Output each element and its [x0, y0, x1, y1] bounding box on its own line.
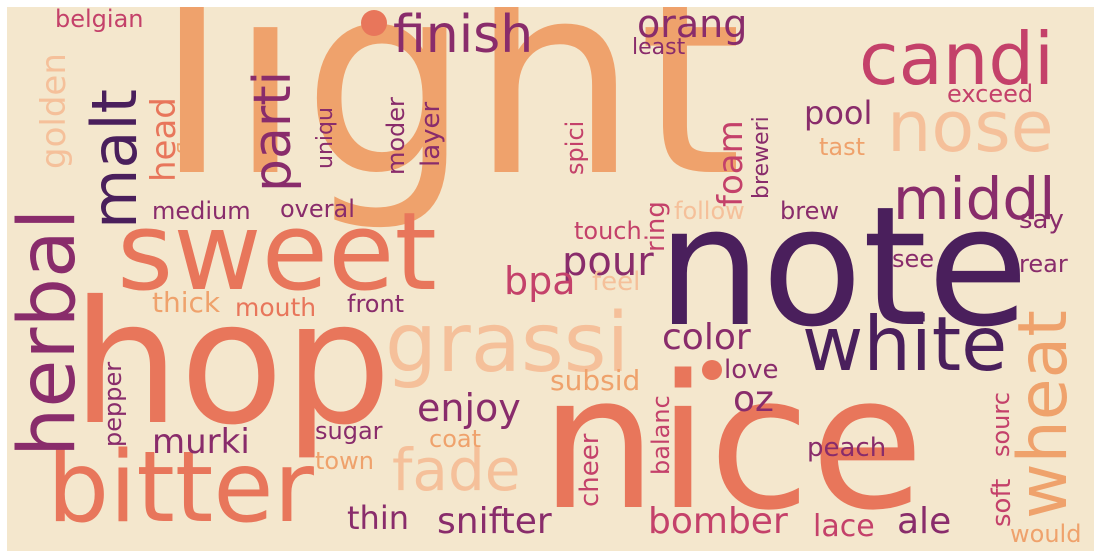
word-thin: thin [347, 499, 409, 537]
word-ale: ale [897, 501, 952, 542]
word-wheat: wheat [1004, 310, 1083, 519]
word-golden: golden [34, 53, 74, 169]
word-follow: follow [674, 197, 745, 225]
word-layer: layer [416, 101, 446, 167]
word-fade: fade [392, 436, 521, 504]
word-note: note [657, 171, 1029, 363]
word-color: color [662, 317, 751, 358]
word-cheer: cheer [575, 433, 605, 507]
word-would: would [1010, 520, 1082, 548]
word-bpa: bpa [504, 259, 576, 303]
word-cloud: light note hop nice sweet bitter grassi … [7, 7, 1094, 551]
word-oz: oz [733, 379, 774, 420]
word-snifter: snifter [437, 501, 552, 542]
word-flavor: flavor [175, 92, 200, 155]
word-ring: ring [641, 201, 671, 252]
word-thick: thick [152, 286, 221, 319]
word-balanc: balanc [647, 395, 675, 475]
word-hop: hop [72, 265, 392, 463]
word-touch: touch [574, 217, 642, 245]
word-pool: pool [804, 94, 873, 132]
word-orang: orang [637, 7, 748, 46]
word-middl: middl [893, 165, 1056, 233]
word-see: see [892, 245, 935, 273]
word-bitter: bitter [47, 431, 314, 545]
word-peach: peach [807, 433, 887, 463]
dot-middle [702, 360, 722, 380]
word-pepper: pepper [99, 361, 127, 447]
word-candi: candi [859, 17, 1055, 101]
word-say: say [1019, 205, 1064, 235]
word-pour: pour [562, 239, 654, 285]
word-feel: feel [592, 267, 641, 297]
dot-top [361, 10, 387, 36]
word-love: love [724, 355, 779, 385]
word-white: white [802, 300, 1008, 388]
word-sweet: sweet [117, 190, 437, 315]
word-foam: foam [711, 120, 751, 207]
word-nice: nice [540, 335, 925, 551]
word-nose: nose [887, 86, 1054, 168]
word-bomber: bomber [648, 501, 788, 542]
word-finish: finish [393, 7, 534, 65]
word-murki: murki [152, 422, 250, 462]
word-uniqu: uniqu [313, 107, 338, 169]
word-coat: coat [429, 425, 481, 453]
word-enjoy: enjoy [417, 386, 521, 430]
word-front: front [347, 290, 405, 318]
word-sugar: sugar [315, 417, 383, 445]
word-subsid: subsid [550, 364, 641, 397]
word-exceed: exceed [947, 80, 1034, 108]
word-brew: brew [780, 197, 839, 225]
word-least: least [632, 35, 686, 60]
word-mouth: mouth [235, 293, 317, 322]
word-light: light [155, 7, 743, 235]
word-herbal: herbal [7, 208, 93, 457]
word-overal: overal [280, 195, 355, 223]
word-malt: malt [78, 89, 151, 229]
word-tast: tast [819, 133, 866, 161]
word-breweri: breweri [749, 116, 774, 199]
word-lace: lace [813, 509, 875, 544]
word-moder: moder [382, 97, 410, 175]
word-medium: medium [152, 197, 251, 225]
word-town: town [315, 447, 374, 475]
word-rear: rear [1019, 250, 1068, 278]
word-sourc: sourc [987, 392, 1015, 457]
word-parti: parti [243, 70, 303, 192]
word-spici: spici [561, 120, 589, 175]
word-grassi: grassi [385, 296, 630, 391]
word-belgian: belgian [55, 7, 144, 33]
